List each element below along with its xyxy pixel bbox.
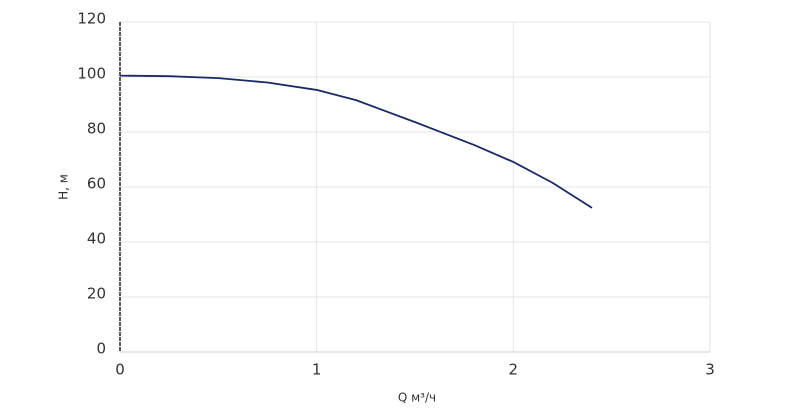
x-tick-label: 2 — [509, 361, 519, 379]
y-tick-label: 80 — [87, 120, 106, 138]
y-axis-label: H, м — [57, 174, 71, 200]
y-tick-label: 60 — [87, 175, 106, 193]
x-tick-label: 3 — [705, 361, 715, 379]
y-tick-label: 100 — [77, 65, 106, 83]
y-tick-label: 120 — [77, 10, 106, 28]
y-tick-label: 0 — [96, 340, 106, 358]
x-tick-label: 1 — [312, 361, 322, 379]
y-tick-label: 40 — [87, 230, 106, 248]
curve — [119, 74, 593, 209]
x-axis-label: Q м³/ч — [398, 391, 436, 405]
y-tick-label: 20 — [87, 285, 106, 303]
x-tick-label: 0 — [115, 361, 125, 379]
